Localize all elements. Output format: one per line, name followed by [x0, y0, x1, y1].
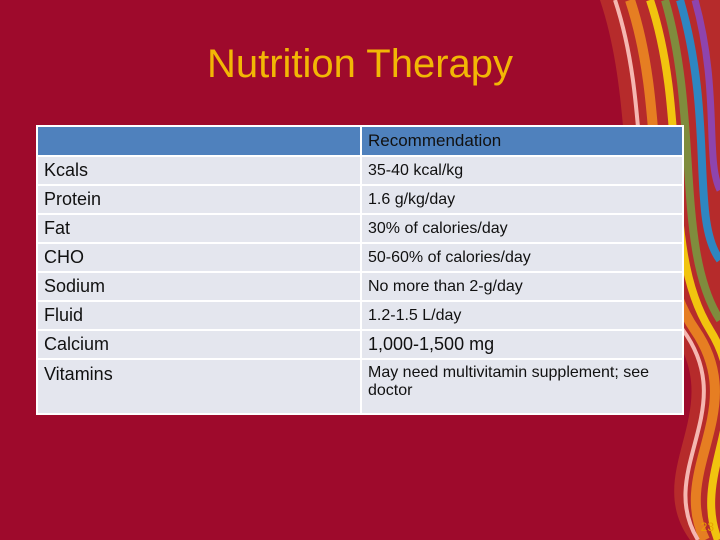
page-number: 23	[700, 520, 714, 534]
row-label: Fluid	[36, 300, 362, 331]
row-value: 1.2-1.5 L/day	[360, 300, 684, 331]
row-label: Protein	[36, 184, 362, 215]
row-value: 1.6 g/kg/day	[360, 184, 684, 215]
row-label: Fat	[36, 213, 362, 244]
row-label: Sodium	[36, 271, 362, 302]
row-value: May need multivitamin supplement; see do…	[360, 358, 684, 415]
title: Nutrition Therapy	[206, 42, 514, 86]
table-row: CHO 50-60% of calories/day	[36, 242, 684, 273]
table-row: Kcals 35-40 kcal/kg	[36, 155, 684, 186]
table-row: Calcium 1,000-1,500 mg	[36, 329, 684, 360]
header-cell	[36, 125, 362, 157]
row-label: Calcium	[36, 329, 362, 360]
header-cell: Recommendation	[360, 125, 684, 157]
table-row: Vitamins May need multivitamin supplement…	[36, 358, 684, 415]
row-value: No more than 2-g/day	[360, 271, 684, 302]
row-label: Kcals	[36, 155, 362, 186]
row-value: 30% of calories/day	[360, 213, 684, 244]
row-value: 1,000-1,500 mg	[360, 329, 684, 360]
header-row: Recommendation	[36, 125, 684, 157]
row-value: 50-60% of calories/day	[360, 242, 684, 273]
table: Recommendation Kcals 35-40 kcal/kg Protein…	[36, 125, 684, 415]
table-row: Protein 1.6 g/kg/day	[36, 184, 684, 215]
row-value: 35-40 kcal/kg	[360, 155, 684, 186]
table-row: Sodium No more than 2-g/day	[36, 271, 684, 302]
table-row: Fat 30% of calories/day	[36, 213, 684, 244]
row-label: CHO	[36, 242, 362, 273]
row-label: Vitamins	[36, 358, 362, 415]
table-row: Fluid 1.2-1.5 L/day	[36, 300, 684, 331]
